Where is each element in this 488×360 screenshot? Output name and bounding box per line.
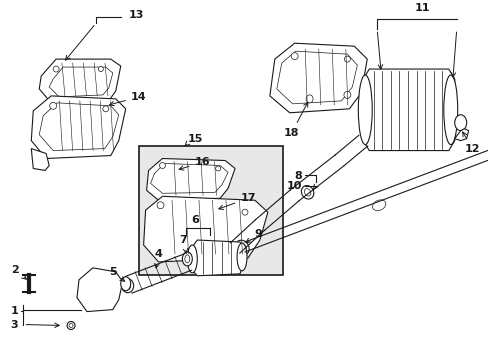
Ellipse shape <box>53 66 59 72</box>
Polygon shape <box>39 59 121 103</box>
Ellipse shape <box>187 245 197 273</box>
Ellipse shape <box>122 279 133 293</box>
Polygon shape <box>454 129 468 141</box>
Polygon shape <box>31 96 125 158</box>
Ellipse shape <box>291 53 298 60</box>
Text: 2: 2 <box>12 265 26 279</box>
Text: 11: 11 <box>414 3 430 13</box>
Ellipse shape <box>305 95 312 103</box>
Text: 10: 10 <box>285 181 301 192</box>
Ellipse shape <box>343 91 350 98</box>
Ellipse shape <box>242 209 247 215</box>
Text: 13: 13 <box>128 10 144 21</box>
Ellipse shape <box>443 75 457 145</box>
Text: 4: 4 <box>154 249 162 268</box>
Text: 14: 14 <box>109 92 146 106</box>
Text: 17: 17 <box>218 193 255 210</box>
Bar <box>139 145 282 275</box>
Text: 1: 1 <box>10 306 18 316</box>
Polygon shape <box>143 196 267 262</box>
Ellipse shape <box>184 255 189 263</box>
Ellipse shape <box>159 162 165 168</box>
Text: 5: 5 <box>109 267 124 282</box>
Text: 16: 16 <box>179 157 210 170</box>
Polygon shape <box>146 158 235 200</box>
Ellipse shape <box>234 240 249 256</box>
Ellipse shape <box>207 247 213 253</box>
Ellipse shape <box>102 106 109 112</box>
Ellipse shape <box>358 75 371 145</box>
Polygon shape <box>190 240 244 276</box>
Polygon shape <box>269 43 366 113</box>
Ellipse shape <box>50 102 57 109</box>
Polygon shape <box>363 69 454 150</box>
Text: 15: 15 <box>187 134 203 144</box>
Ellipse shape <box>215 166 220 171</box>
Ellipse shape <box>237 243 246 271</box>
Ellipse shape <box>182 252 192 266</box>
Text: 6: 6 <box>191 215 199 225</box>
Polygon shape <box>77 268 122 312</box>
Ellipse shape <box>304 189 310 196</box>
Ellipse shape <box>69 324 73 328</box>
Ellipse shape <box>344 56 349 62</box>
Ellipse shape <box>237 243 245 253</box>
Ellipse shape <box>67 321 75 329</box>
Ellipse shape <box>301 186 313 199</box>
Polygon shape <box>31 149 49 170</box>
Ellipse shape <box>157 202 163 209</box>
Ellipse shape <box>124 282 130 290</box>
Ellipse shape <box>454 115 466 131</box>
Text: 3: 3 <box>11 320 18 329</box>
Ellipse shape <box>372 200 385 211</box>
Text: 8: 8 <box>293 171 301 181</box>
Text: 7: 7 <box>179 235 187 253</box>
Text: 9: 9 <box>245 229 261 243</box>
Text: 12: 12 <box>462 132 479 154</box>
Text: 18: 18 <box>284 102 307 138</box>
Ellipse shape <box>121 277 130 291</box>
Ellipse shape <box>98 67 103 72</box>
